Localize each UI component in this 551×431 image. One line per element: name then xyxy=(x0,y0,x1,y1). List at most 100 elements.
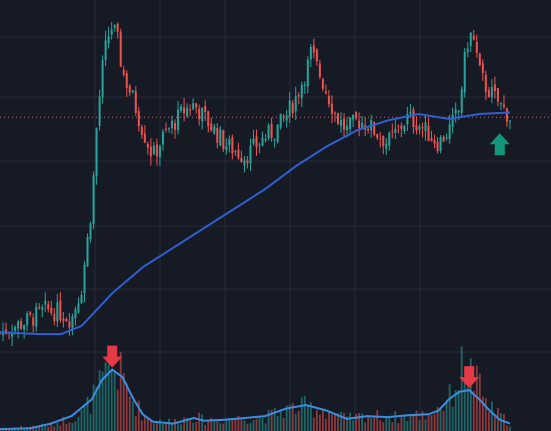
volume-bars xyxy=(0,346,511,431)
candle-body xyxy=(484,74,487,92)
price-moving-average-line xyxy=(0,111,511,336)
volume-bar xyxy=(204,424,207,431)
volume-bar xyxy=(140,420,143,431)
volume-bar xyxy=(424,419,427,431)
volume-bar xyxy=(189,420,192,431)
candle-body xyxy=(222,130,225,149)
candle-body xyxy=(385,143,388,149)
candle-body xyxy=(397,126,400,128)
volume-bar xyxy=(35,426,38,431)
candle-body xyxy=(276,124,279,142)
candlesticks xyxy=(0,21,511,347)
volume-bar xyxy=(222,423,225,431)
volume-bar xyxy=(165,422,167,431)
volume-bar xyxy=(469,358,472,431)
candle-body xyxy=(487,90,490,98)
volume-bar xyxy=(219,423,222,431)
candle-body xyxy=(439,137,442,151)
volume-bar xyxy=(466,387,469,431)
candle-body xyxy=(288,100,291,117)
volume-bar xyxy=(59,425,62,431)
volume-bar xyxy=(421,411,424,431)
volume-bar xyxy=(418,419,421,431)
volume-bar xyxy=(273,407,276,431)
candle-body xyxy=(270,123,273,138)
candle-body xyxy=(303,84,306,86)
candle-body xyxy=(216,127,219,143)
candle-body xyxy=(424,122,427,132)
candle-body xyxy=(228,138,231,146)
candle-body xyxy=(294,96,297,112)
candle-body xyxy=(32,317,35,326)
volume-bar xyxy=(38,427,41,431)
volume-bar xyxy=(337,413,339,431)
volume-bar xyxy=(216,419,219,431)
candle-body xyxy=(204,106,207,113)
volume-bar xyxy=(282,417,285,431)
sell-signal-arrow-icon xyxy=(102,345,123,368)
candle-body xyxy=(343,118,346,130)
volume-bar xyxy=(394,411,397,431)
volume-bar xyxy=(23,427,26,431)
volume-bar xyxy=(442,410,445,431)
volume-bar xyxy=(86,396,89,431)
candle-body xyxy=(373,122,376,135)
volume-bar xyxy=(312,417,315,431)
volume-bar xyxy=(370,417,373,431)
candle-body xyxy=(388,132,391,146)
candle-body xyxy=(312,45,315,53)
volume-bar xyxy=(68,422,71,431)
candle-body xyxy=(116,23,119,32)
volume-bar xyxy=(177,424,179,431)
volume-bar xyxy=(276,415,279,431)
volume-bar xyxy=(41,423,44,431)
volume-bar xyxy=(210,418,213,431)
volume-bar xyxy=(168,418,170,431)
volume-bar xyxy=(237,415,240,431)
candle-body xyxy=(180,106,183,111)
candle-body xyxy=(475,41,478,53)
candle-body xyxy=(192,102,195,110)
candle-body xyxy=(131,90,134,93)
volume-bar xyxy=(153,423,155,431)
candle-body xyxy=(110,29,113,35)
volume-bar xyxy=(349,412,351,431)
candle-body xyxy=(198,108,201,120)
volume-bar xyxy=(83,405,86,431)
candle-body xyxy=(174,123,177,130)
candle-body xyxy=(231,137,234,154)
volume-bar xyxy=(249,422,252,431)
candle-body xyxy=(306,59,309,87)
volume-bar xyxy=(481,396,484,431)
volume-bar xyxy=(400,415,403,431)
volume-bar xyxy=(376,410,379,431)
candle-body xyxy=(433,139,436,144)
candle-body xyxy=(171,120,174,129)
candle-body xyxy=(23,325,26,330)
candle-body xyxy=(264,138,267,141)
candle-body xyxy=(291,103,294,114)
volume-bar xyxy=(340,411,342,431)
volume-bar xyxy=(270,409,273,431)
candle-body xyxy=(95,128,98,176)
volume-bar xyxy=(412,415,415,431)
volume-bar xyxy=(321,410,324,431)
candle-body xyxy=(415,125,418,131)
candle-body xyxy=(122,69,125,75)
candle-body xyxy=(167,128,170,130)
volume-bar xyxy=(146,417,149,431)
volume-bar xyxy=(355,413,357,431)
volume-bar xyxy=(258,416,261,431)
candle-body xyxy=(451,114,454,127)
volume-bar xyxy=(318,414,321,431)
volume-moving-average-line xyxy=(0,368,511,431)
volume-bar xyxy=(379,420,382,431)
candle-body xyxy=(29,312,32,315)
candle-body xyxy=(400,125,403,129)
volume-bar xyxy=(454,390,457,431)
candle-body xyxy=(149,146,152,157)
volume-bar xyxy=(53,426,56,431)
candle-body xyxy=(137,111,140,127)
